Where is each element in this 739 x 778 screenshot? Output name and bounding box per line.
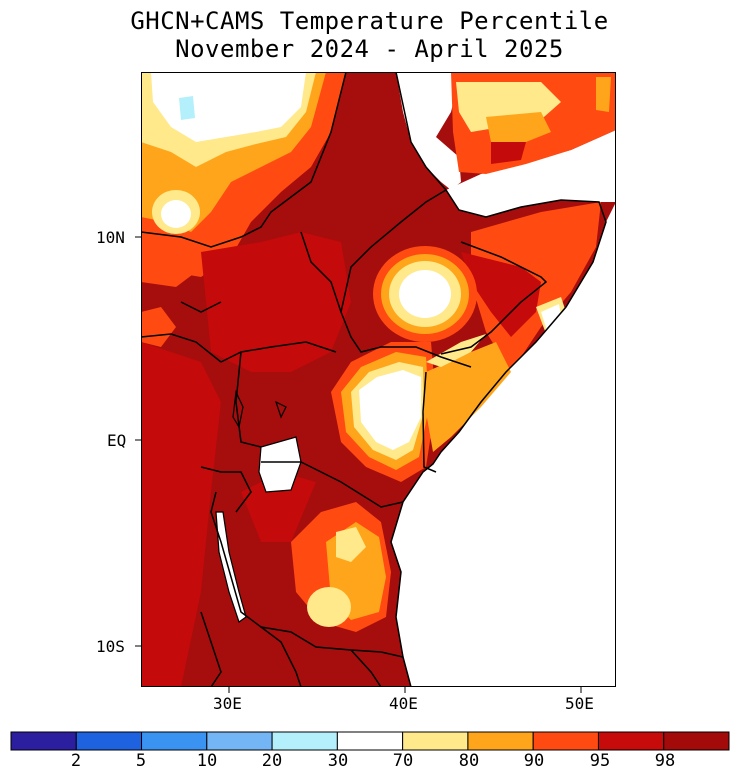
region-95-west-edge (141, 307, 176, 347)
lat-tick-eq: EQ (107, 431, 127, 450)
region-normal-ethiopia (399, 270, 451, 318)
chart-title-line1: GHCN+CAMS Temperature Percentile (130, 7, 609, 35)
region-98-central (201, 232, 351, 372)
lon-tick-50e: 50E (565, 694, 594, 713)
colorbar-swatch-7 (467, 731, 534, 751)
region-80-tanzania-south (307, 587, 351, 627)
colorbar-label-95: 95 (589, 751, 611, 771)
region-90-somalia (426, 342, 511, 452)
map-frame (141, 72, 616, 687)
lat-tick-10s: 10S (96, 637, 125, 656)
arabia-region-90-east (596, 77, 611, 112)
colorbar-label-20: 20 (261, 751, 283, 771)
region-normal-kenya (359, 370, 421, 450)
region-98-west (141, 342, 221, 687)
gulf-of-aden (446, 130, 616, 217)
colorbar-swatch-6 (402, 731, 469, 751)
colorbar-swatch-8 (532, 731, 599, 751)
colorbar-label-10: 10 (196, 751, 218, 771)
arabia-region-90 (486, 112, 551, 144)
region-normal-northwest (151, 72, 306, 142)
percentile-map (141, 72, 616, 687)
colorbar-label-70: 70 (392, 751, 414, 771)
colorbar-swatch-5 (336, 731, 404, 751)
colorbar-swatch-4 (271, 731, 338, 751)
colorbar-label-98: 98 (654, 751, 676, 771)
colorbar-label-30: 30 (327, 751, 349, 771)
region-80-tanzania (336, 527, 366, 562)
colorbar-label-90: 90 (523, 751, 545, 771)
region-cool-spot (179, 96, 195, 120)
colorbar-label-80: 80 (458, 751, 480, 771)
colorbar (10, 731, 730, 751)
colorbar-label-2: 2 (70, 751, 82, 771)
lon-tick-30e: 30E (213, 694, 242, 713)
region-95-nw-strip (141, 227, 196, 287)
colorbar-swatch-2 (141, 731, 208, 751)
lake-victoria (259, 437, 301, 492)
lake-tanganyika (216, 512, 246, 622)
horn-region-98 (461, 252, 541, 337)
colorbar-swatch-10 (663, 731, 730, 751)
red-sea (396, 72, 461, 190)
lon-tick-40e: 40E (389, 694, 418, 713)
colorbar-swatch-0 (10, 731, 77, 751)
region-normal-blob-w (161, 200, 191, 228)
colorbar-label-5: 5 (135, 751, 147, 771)
colorbar-swatch-9 (597, 731, 665, 751)
region-98-tanzania (241, 472, 316, 542)
lake-outlines (215, 389, 302, 623)
arabia-region-98 (491, 142, 526, 164)
colorbar-swatch-1 (75, 731, 143, 751)
colorbar-swatch-3 (206, 731, 273, 751)
indian-ocean (391, 202, 616, 687)
lat-tick-10n: 10N (96, 228, 125, 247)
chart-title-line2: November 2024 - April 2025 (175, 35, 564, 63)
